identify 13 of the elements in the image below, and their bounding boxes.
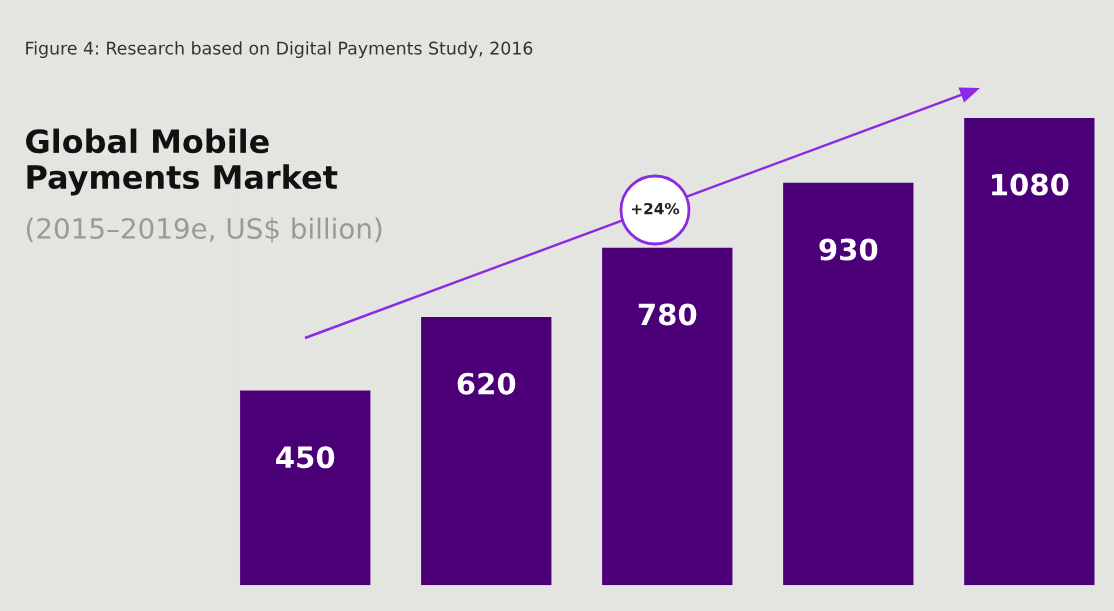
data-label: 450 bbox=[276, 446, 335, 469]
bar bbox=[240, 390, 371, 586]
data-label: 1080 bbox=[992, 173, 1069, 196]
annotation: +24% bbox=[631, 202, 680, 215]
bar bbox=[421, 317, 552, 586]
text: Global Mobile Payments Market bbox=[26, 128, 338, 196]
bar bbox=[783, 182, 914, 586]
caption: Figure 4: Research based on Digital Payments Study, 2016 bbox=[26, 41, 533, 59]
bar bbox=[964, 117, 1095, 586]
data-label: 930 bbox=[819, 238, 878, 261]
text: (2015–2019e, US$ billion) bbox=[26, 217, 382, 243]
data-label: 780 bbox=[638, 303, 697, 326]
data-label: 620 bbox=[457, 372, 516, 395]
